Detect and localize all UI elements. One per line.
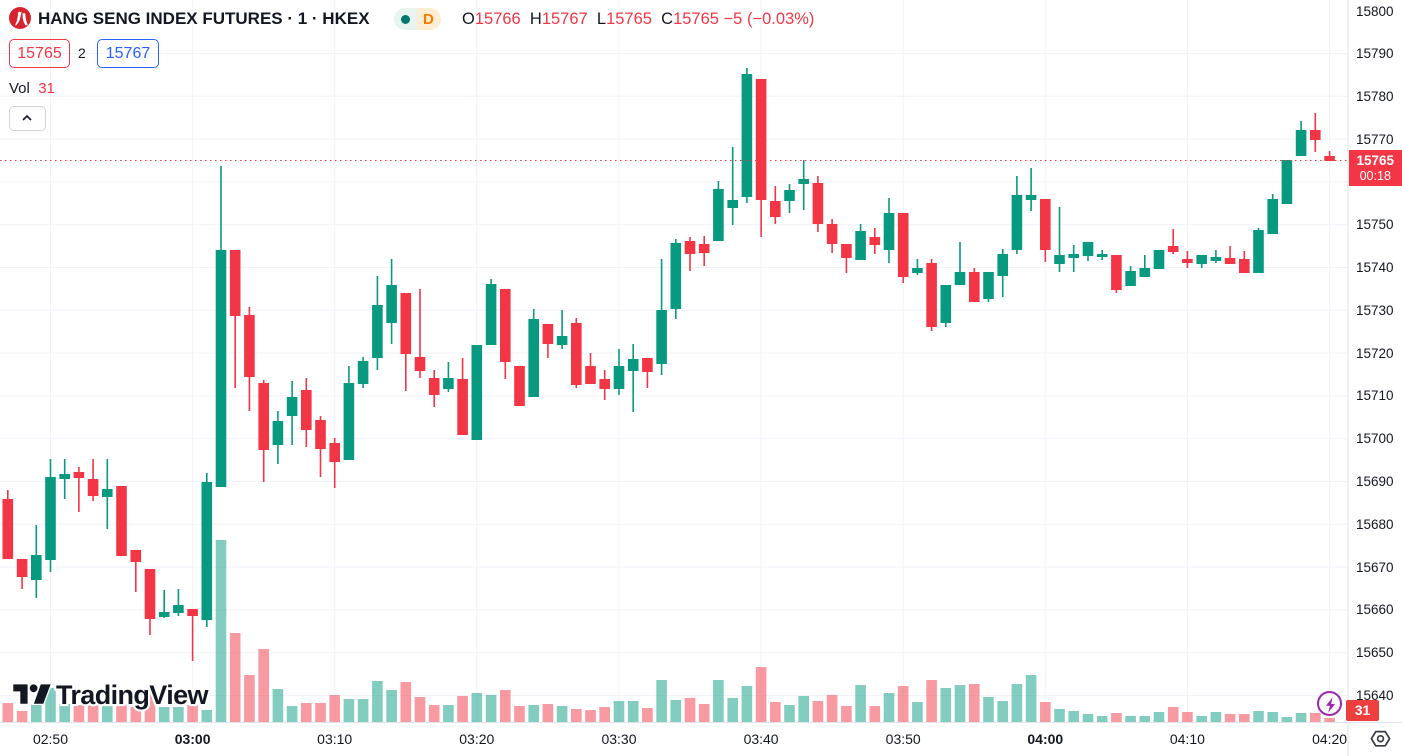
svg-text:TradingView: TradingView	[56, 680, 210, 710]
